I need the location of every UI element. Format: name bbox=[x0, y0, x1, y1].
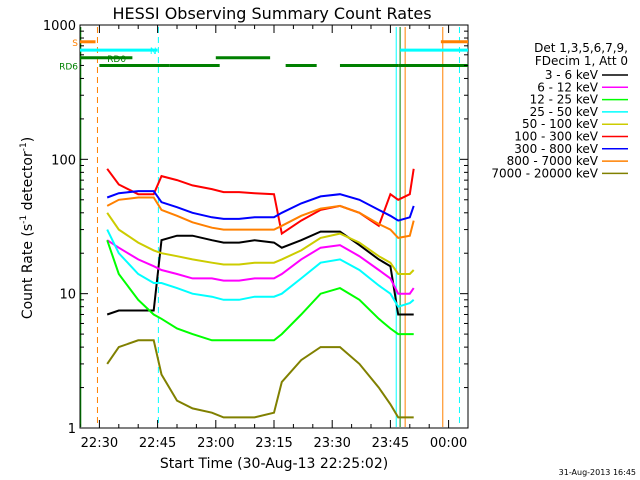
x-axis-label: Start Time (30-Aug-13 22:25:02) bbox=[160, 456, 388, 472]
x-tick-label: 00:00 bbox=[430, 436, 467, 451]
y-tick-label: 1000 bbox=[43, 19, 76, 34]
chart-title: HESSI Observing Summary Count Rates bbox=[112, 4, 431, 23]
legend-header-1: Det 1,3,5,6,7,9, bbox=[534, 41, 628, 55]
series-line bbox=[106, 230, 414, 316]
y-label-sup1: -1 bbox=[19, 215, 29, 224]
x-tick-label: 23:00 bbox=[197, 436, 234, 451]
flag-label: RD0 bbox=[107, 55, 126, 65]
plot-frame bbox=[79, 24, 469, 429]
x-tick-label: 23:30 bbox=[313, 436, 350, 451]
y-axis-label: Count Rate (s-1 detector-1) bbox=[19, 137, 36, 319]
legend-label: 50 - 100 keV bbox=[522, 117, 599, 131]
y-label-end: ) bbox=[20, 137, 36, 142]
series-line bbox=[106, 339, 414, 419]
x-tick-label: 23:15 bbox=[255, 436, 292, 451]
series-line bbox=[106, 196, 415, 239]
timestamp: 31-Aug-2013 16:45 bbox=[559, 468, 636, 477]
x-tick-label: 23:45 bbox=[372, 436, 409, 451]
y-axis-ticks: 1 10 100 1000 bbox=[43, 19, 468, 437]
legend-label: 7000 - 20000 keV bbox=[491, 166, 598, 180]
series-line bbox=[106, 239, 414, 342]
legend-label: 12 - 25 keV bbox=[530, 93, 599, 107]
legend-label: 100 - 300 keV bbox=[514, 130, 598, 144]
legend-label: 6 - 12 keV bbox=[537, 80, 599, 94]
y-tick-label: 1 bbox=[68, 422, 76, 437]
flag-label: RD6 bbox=[59, 62, 78, 72]
flag-label: S bbox=[72, 39, 78, 49]
series-line bbox=[106, 212, 415, 275]
legend-label: 300 - 800 keV bbox=[514, 142, 598, 156]
legend: Det 1,3,5,6,7,9, FDecim 1, Att 0 3 - 6 k… bbox=[491, 41, 628, 180]
y-tick-label: 10 bbox=[59, 288, 76, 303]
legend-header-2: FDecim 1, Att 0 bbox=[535, 54, 628, 68]
series-group bbox=[106, 168, 415, 419]
flag-bars: S N RD0 RD6 bbox=[59, 39, 468, 72]
x-tick-label: 22:45 bbox=[139, 436, 176, 451]
vertical-markers bbox=[80, 27, 460, 427]
series-line bbox=[106, 168, 415, 236]
legend-label: 25 - 50 keV bbox=[530, 105, 599, 119]
x-axis-ticks: 22:30 22:45 23:00 23:15 23:30 23:45 00:00 bbox=[79, 25, 469, 451]
legend-label: 3 - 6 keV bbox=[545, 68, 599, 82]
flag-label: N bbox=[150, 47, 157, 57]
y-label-main: Count Rate (s bbox=[20, 224, 36, 319]
series-line bbox=[106, 239, 415, 295]
legend-label: 800 - 7000 keV bbox=[507, 154, 599, 168]
x-tick-label: 22:30 bbox=[81, 436, 118, 451]
y-label-mid: detector bbox=[20, 151, 36, 215]
y-tick-label: 100 bbox=[51, 153, 76, 168]
series-line bbox=[106, 190, 415, 222]
y-label-sup2: -1 bbox=[19, 142, 29, 151]
series-line bbox=[106, 229, 415, 308]
